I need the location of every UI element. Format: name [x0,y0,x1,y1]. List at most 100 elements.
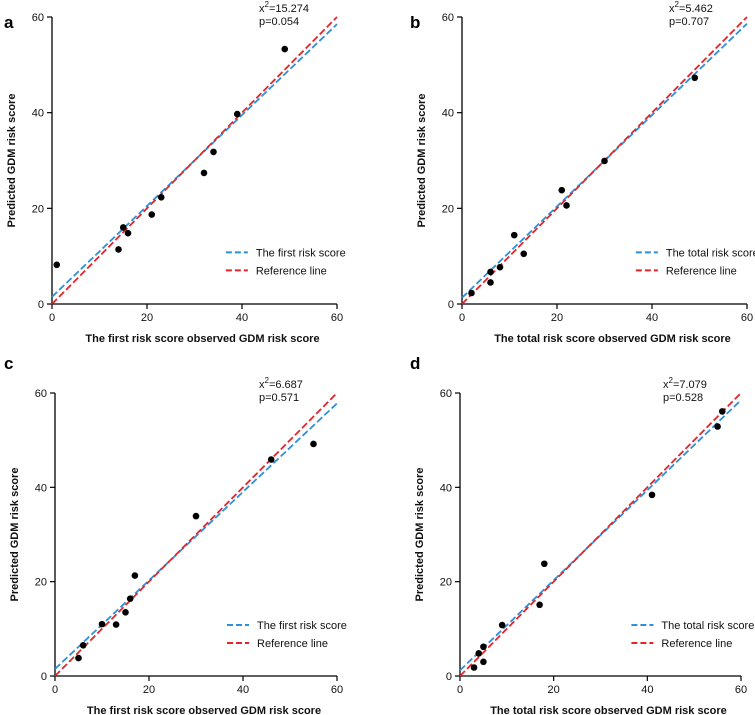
p-value-text: p=0.707 [669,16,709,28]
data-point [487,268,494,276]
data-point [115,246,122,253]
data-point [468,289,475,297]
chi-superscript: 2 [669,376,674,385]
x-tick-label: 20 [143,684,155,696]
legend-reference-label: Reference line [256,265,327,277]
x-tick-label: 60 [331,684,343,696]
data-point [126,595,134,602]
data-point [122,609,129,616]
x-axis-title: The total risk score observed GDM risk s… [494,333,731,345]
legend-reference-label: Reference line [666,265,737,277]
panel-c: c 0 20 40 60 0 20 40 60 The first risk score obse… [4,354,347,715]
chi-value: =15.274 [269,3,309,15]
chi-value: =6.687 [269,379,303,391]
legend-fit-label: The total risk score [666,247,755,259]
x-tick-label: 0 [52,684,58,696]
data-point [157,194,165,201]
data-point [714,423,721,430]
fit-line [459,399,742,671]
data-point [267,456,275,463]
y-axis-title: Predicted GDM risk score [9,468,21,602]
data-point [601,157,608,165]
x-tick-label: 40 [646,312,658,324]
x-tick-label: 20 [141,312,153,324]
chi-square-text: x2=6.687 [259,376,303,391]
fit-line [461,23,748,299]
panel-label: b [410,13,420,32]
x-tick-label: 40 [236,312,248,324]
reference-line [54,392,338,677]
x-tick-label: 0 [457,684,463,696]
data-point [480,658,487,666]
y-tick-label: 0 [38,299,44,311]
panel-a: a 0 20 40 60 0 20 40 60 The first risk score obse… [4,0,346,345]
x-tick-label: 20 [551,312,563,324]
y-tick-label: 60 [440,388,452,400]
panel-b: b 0 20 40 60 0 20 40 60 The total risk score obse… [410,0,755,345]
chi-superscript: 2 [265,0,270,9]
x-axis-title: The total risk score observed GDM risk s… [490,705,727,715]
chi-superscript: 2 [265,376,270,385]
panel-label: c [4,354,13,373]
x-tick-label: 60 [331,312,343,324]
data-point [281,45,289,53]
y-tick-label: 60 [442,12,454,24]
data-point [131,572,139,579]
data-point [691,74,699,82]
y-tick-label: 0 [446,671,452,683]
data-point [510,231,518,239]
x-tick-label: 0 [49,312,55,324]
y-tick-label: 20 [32,203,44,215]
chi-value: =5.462 [679,3,713,15]
chi-symbol: x [259,379,265,391]
data-point [98,620,106,628]
y-tick-label: 20 [440,577,452,589]
fit-line [51,23,338,298]
data-point [200,169,208,177]
x-tick-label: 60 [741,312,753,324]
p-value-text: p=0.571 [259,392,299,404]
data-point [192,512,200,520]
data-point [470,664,478,671]
data-point [498,621,506,629]
y-tick-label: 20 [442,203,454,215]
data-point [475,650,483,657]
data-point [563,202,570,209]
p-value-text: p=0.528 [663,392,703,404]
data-point [79,642,87,649]
data-point [53,261,61,269]
data-point [233,110,241,118]
data-point [75,654,82,662]
chi-square-text: x2=5.462 [669,0,713,15]
data-point [487,279,494,286]
chi-symbol: x [259,3,265,15]
reference-line [459,392,742,677]
x-tick-label: 20 [548,684,560,696]
x-tick-label: 40 [641,684,653,696]
x-axis-title: The first risk score observed GDM risk s… [87,705,321,715]
data-point [520,250,528,258]
data-point [310,440,317,448]
x-tick-label: 60 [735,684,747,696]
panel-label: a [4,13,14,32]
data-point [496,263,504,271]
chi-symbol: x [663,379,669,391]
data-point [541,560,548,568]
y-tick-label: 40 [32,108,44,120]
data-point [148,211,156,218]
legend-reference-label: Reference line [661,638,732,650]
y-tick-label: 20 [35,577,47,589]
data-point [536,601,543,609]
data-point [210,148,217,156]
data-point [648,491,656,499]
data-point [558,186,566,194]
y-axis-title: Predicted GDM risk score [416,94,428,228]
x-axis-title: The first risk score observed GDM risk s… [85,333,319,345]
y-tick-label: 60 [35,388,47,400]
legend-fit-label: The first risk score [256,247,346,259]
chi-square-text: x2=7.079 [663,376,707,391]
legend-reference-label: Reference line [257,638,328,650]
y-tick-label: 0 [41,671,47,683]
y-tick-label: 0 [448,299,454,311]
y-tick-label: 40 [35,482,47,494]
